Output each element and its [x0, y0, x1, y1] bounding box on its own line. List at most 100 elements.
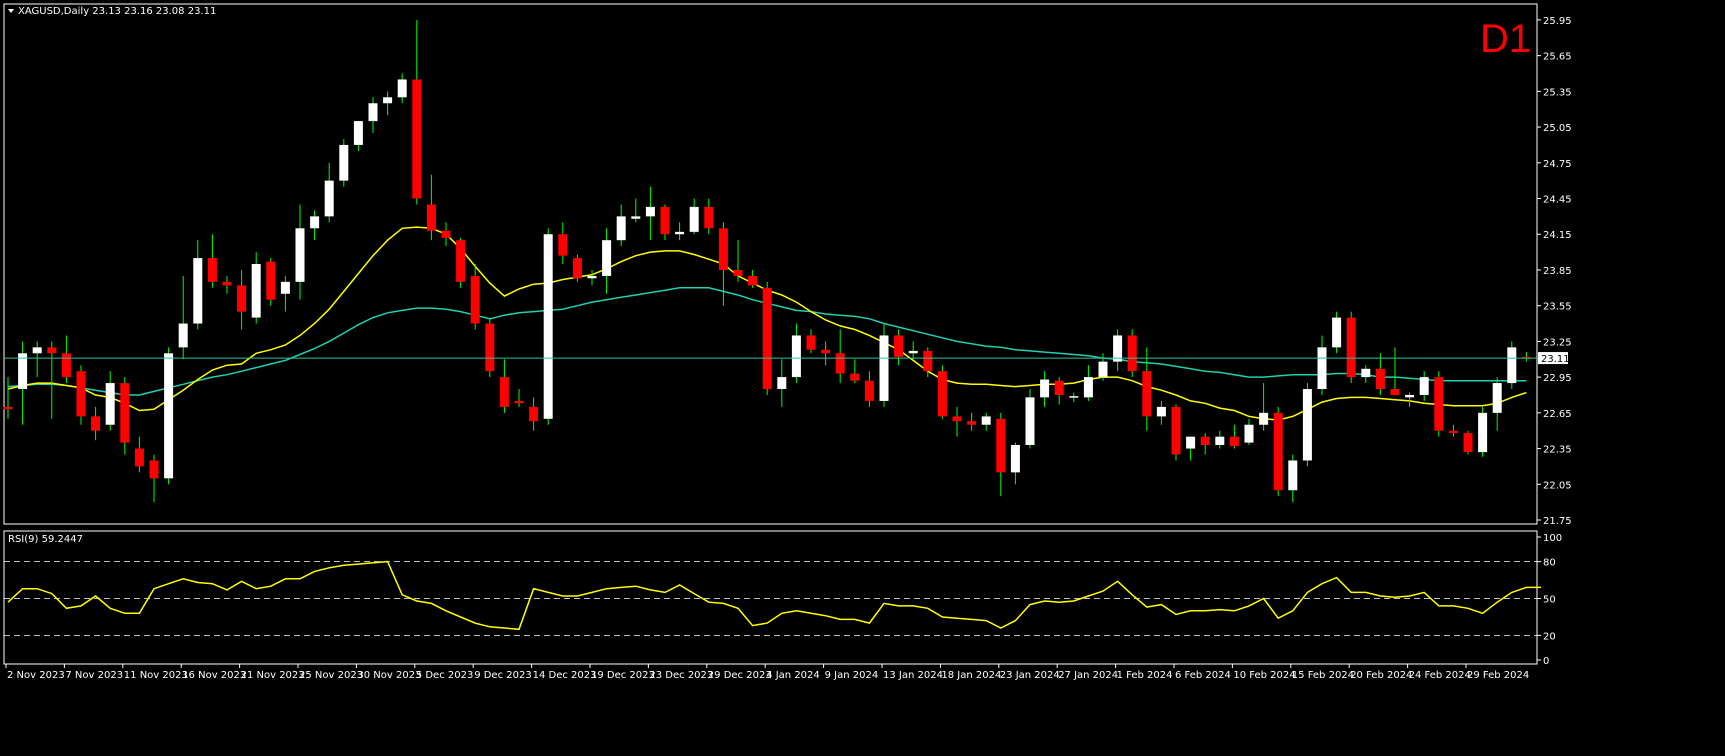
candle — [1083, 365, 1093, 401]
candle — [105, 371, 115, 431]
price-tick-label: 25.65 — [1543, 52, 1572, 63]
candle-body — [1448, 430, 1458, 434]
candle-body — [529, 406, 539, 422]
candle — [324, 162, 334, 223]
candle-body — [572, 258, 582, 279]
price-tick-label: 24.15 — [1543, 230, 1572, 241]
candle — [76, 365, 86, 425]
candle — [1113, 329, 1123, 372]
candle-body — [1288, 460, 1298, 491]
candle-body — [894, 335, 904, 357]
candle-body — [470, 275, 480, 324]
symbol-dropdown-icon[interactable] — [8, 9, 14, 13]
candle — [1215, 430, 1225, 449]
candle — [237, 269, 247, 330]
date-tick-label: 23 Jan 2024 — [1000, 670, 1060, 681]
candle-body — [91, 416, 101, 431]
candle — [996, 412, 1006, 497]
candle-body — [426, 204, 436, 231]
candle-body — [207, 258, 217, 282]
candle-body — [835, 353, 845, 374]
candle-body — [1273, 412, 1283, 491]
candle — [675, 222, 685, 241]
candle — [1273, 406, 1283, 497]
candle — [1142, 347, 1152, 431]
candle — [193, 240, 203, 330]
candles — [3, 19, 1531, 503]
candle — [1302, 383, 1312, 467]
candle-body — [1171, 406, 1181, 455]
date-tick-label: 21 Nov 2023 — [241, 670, 305, 681]
candle-body — [1492, 383, 1502, 413]
candle-body — [718, 228, 728, 270]
candle-body — [368, 103, 378, 122]
candle — [850, 359, 860, 384]
date-tick-label: 14 Dec 2023 — [533, 670, 597, 681]
candle-body — [1054, 380, 1064, 395]
candle-body — [1215, 436, 1225, 445]
candle-body — [996, 418, 1006, 473]
candle-body — [1434, 377, 1444, 431]
candle — [1040, 371, 1050, 407]
candle — [777, 359, 787, 407]
candle — [18, 341, 28, 425]
candle — [1434, 371, 1444, 437]
symbol-info: XAGUSD,Daily 23.13 23.16 23.08 23.11 — [18, 6, 216, 17]
candle — [339, 138, 349, 187]
candle-body — [1069, 396, 1079, 398]
rsi-line — [7, 560, 1541, 631]
candle — [952, 406, 962, 437]
candle — [280, 275, 290, 312]
candle — [499, 359, 509, 413]
candle-body — [178, 323, 188, 348]
candle-body — [32, 347, 42, 354]
candle — [572, 254, 582, 282]
candle — [1507, 341, 1517, 390]
rsi-tick-label: 50 — [1543, 595, 1556, 606]
candle — [631, 198, 641, 223]
candle-body — [76, 371, 86, 417]
candle-body — [1346, 317, 1356, 378]
candle-body — [134, 448, 144, 467]
candle — [383, 91, 393, 116]
candle — [353, 121, 363, 151]
candle-body — [616, 216, 626, 241]
date-tick-label: 11 Nov 2023 — [124, 670, 188, 681]
candle — [1229, 424, 1239, 449]
candle — [1054, 377, 1064, 405]
candle — [32, 341, 42, 378]
candle-body — [383, 97, 393, 104]
price-tick-label: 25.05 — [1543, 123, 1572, 134]
date-tick-label: 24 Feb 2024 — [1409, 670, 1471, 681]
candle-body — [1244, 424, 1254, 443]
candle-body — [1332, 317, 1342, 348]
date-tick-label: 18 Jan 2024 — [941, 670, 1001, 681]
candle — [1259, 383, 1269, 431]
candle-body — [514, 400, 524, 404]
candle-body — [967, 421, 977, 425]
date-tick-label: 29 Feb 2024 — [1467, 670, 1529, 681]
candle-body — [558, 234, 568, 256]
candle — [602, 228, 612, 294]
price-tick-label: 24.75 — [1543, 159, 1572, 170]
candle-body — [806, 335, 816, 350]
candle — [923, 347, 933, 378]
date-tick-label: 9 Dec 2023 — [474, 670, 532, 681]
candle-body — [660, 206, 670, 235]
candle — [1419, 371, 1429, 401]
candle — [1317, 335, 1327, 395]
candle-body — [1098, 361, 1108, 378]
price-tick-label: 22.05 — [1543, 480, 1572, 491]
candle-body — [879, 335, 889, 401]
candle-body — [748, 275, 758, 286]
candle — [1127, 329, 1137, 378]
candle-body — [937, 371, 947, 417]
candle-body — [631, 216, 641, 219]
candle-body — [1259, 412, 1269, 425]
candle-body — [266, 261, 276, 300]
price-axis: 25.95 25.65 25.35 25.05 24.75 24.45 24.15 23.85… — [1537, 16, 1572, 527]
price-tick-label: 22.35 — [1543, 445, 1572, 456]
candle-body — [1113, 335, 1123, 362]
candle — [762, 281, 772, 395]
